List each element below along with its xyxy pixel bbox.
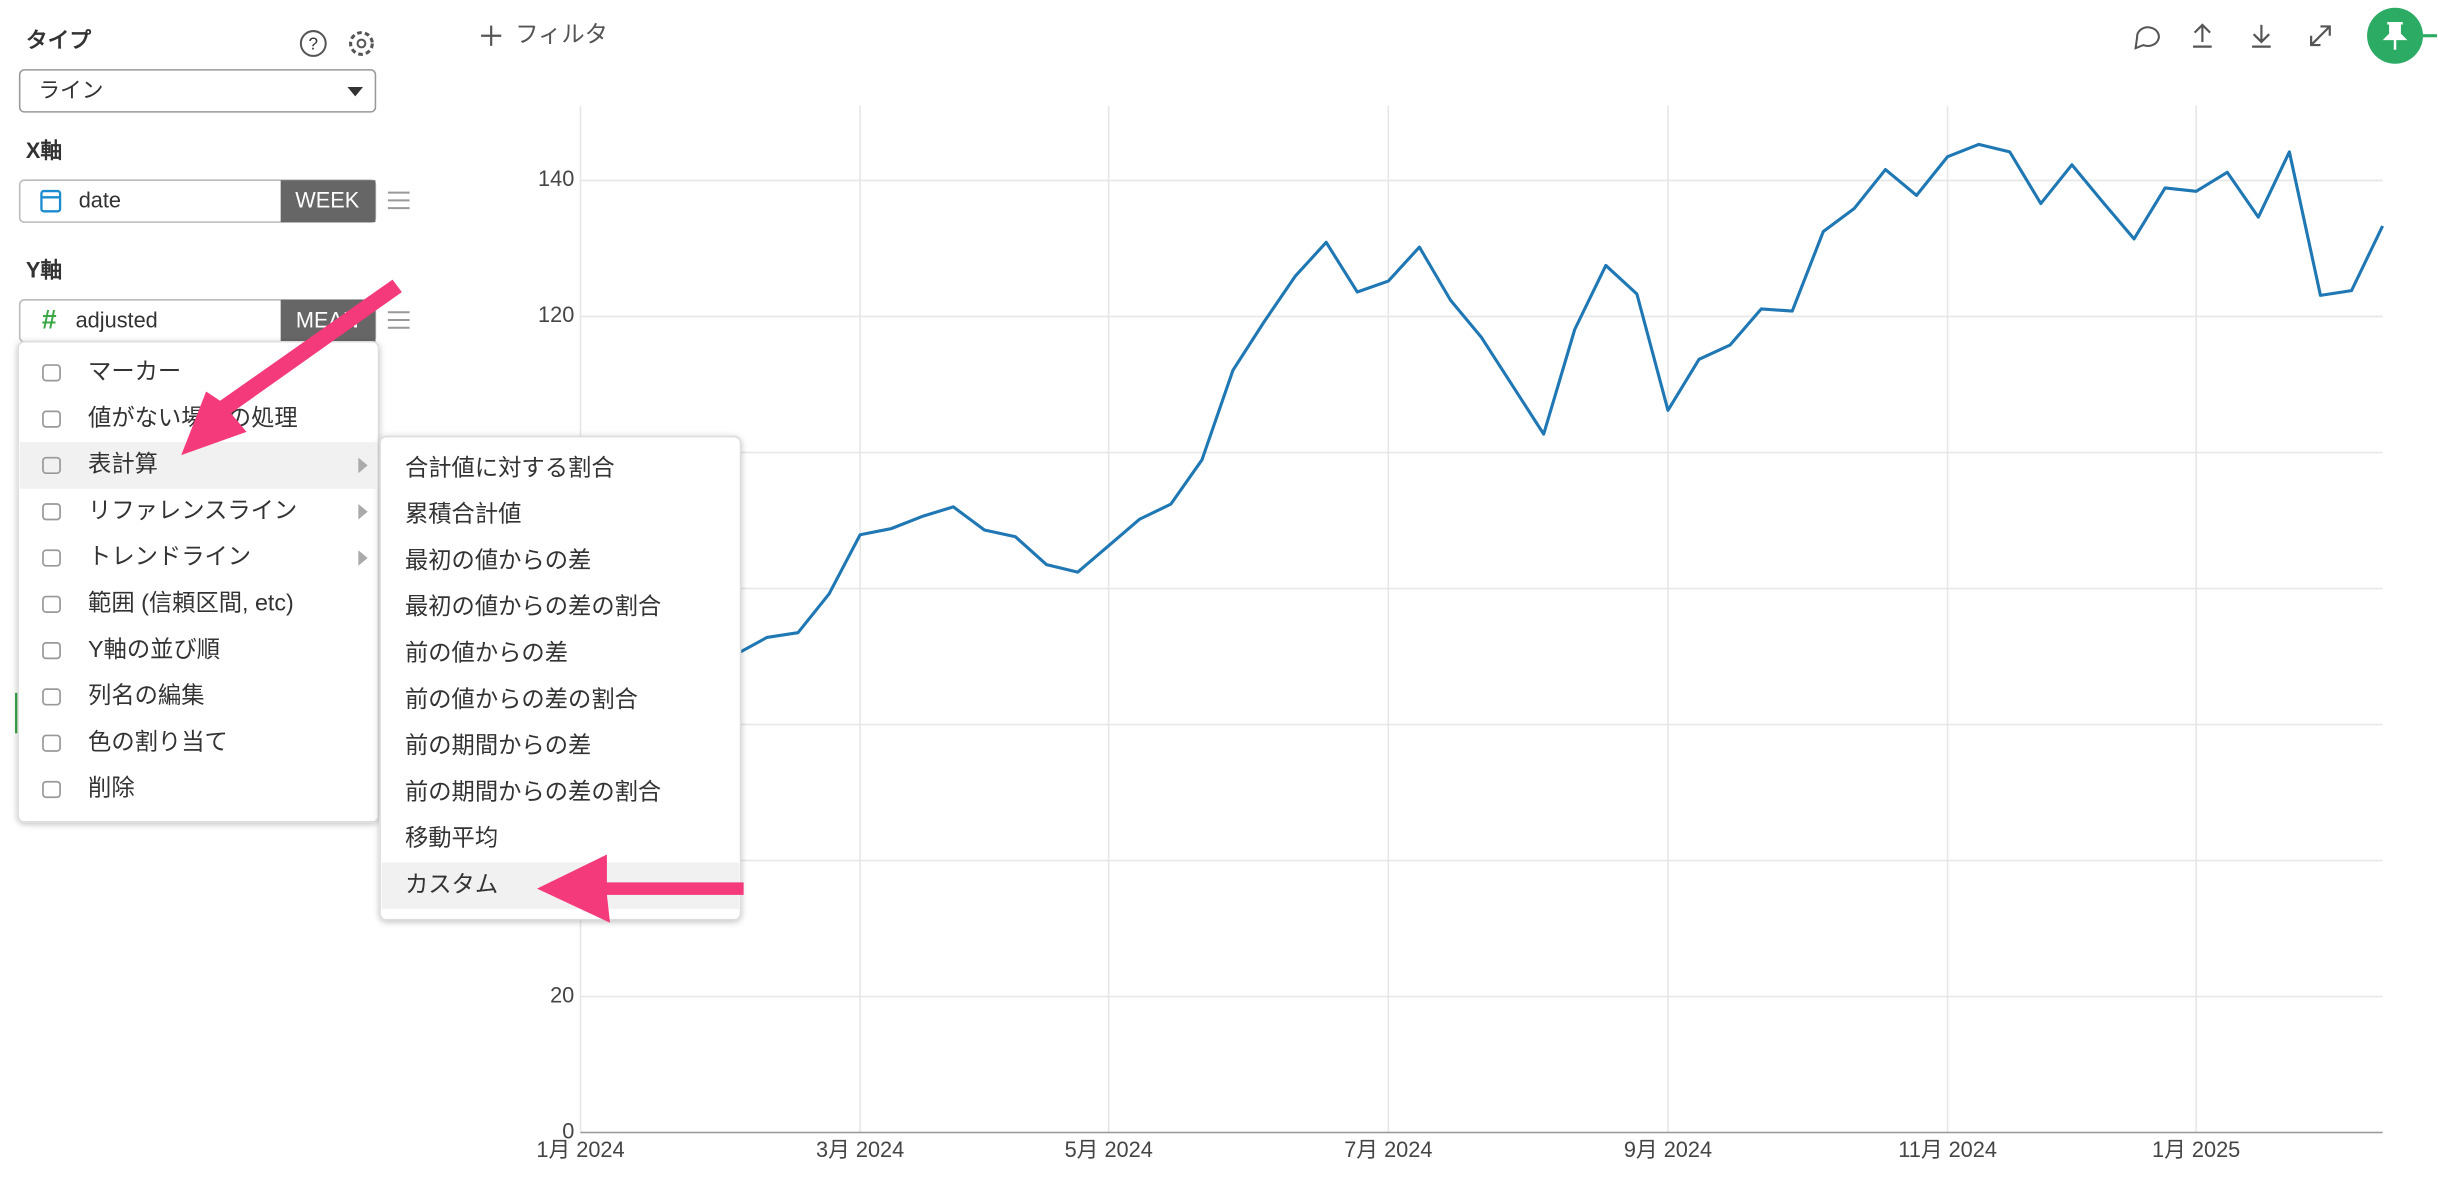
- menu-item[interactable]: 範囲 (信頼区間, etc): [88, 589, 294, 615]
- y-tick-label: 120: [538, 302, 574, 327]
- x-tick-label: 5月 2024: [1065, 1137, 1153, 1162]
- menu-icon: [42, 364, 61, 382]
- x-tick-label: 7月 2024: [1344, 1137, 1432, 1162]
- y-tick-label: 20: [550, 982, 574, 1007]
- submenu-item[interactable]: 最初の値からの差の割合: [405, 593, 661, 619]
- drag-handle[interactable]: [387, 311, 410, 329]
- download-icon[interactable]: [2252, 24, 2271, 48]
- calendar-icon: [40, 189, 62, 213]
- filter-button[interactable]: フィルタ: [515, 21, 608, 47]
- type-label: タイプ: [26, 28, 91, 53]
- menu-item[interactable]: トレンドライン: [88, 543, 251, 569]
- upload-icon[interactable]: [2193, 23, 2212, 48]
- x-agg: WEEK: [295, 188, 360, 213]
- x-tick-label: 9月 2024: [1624, 1137, 1712, 1162]
- submenu: [379, 435, 742, 921]
- plus-icon: [481, 25, 502, 46]
- submenu-item[interactable]: 累積合計値: [405, 501, 521, 527]
- submenu-item[interactable]: カスタム: [405, 871, 498, 897]
- menu-icon: [42, 456, 61, 475]
- pin-icon: [2382, 22, 2408, 50]
- sidebar: タイプ ? ライン X軸 date WEEK Y軸 # adjusted MEA…: [15, 7, 2437, 923]
- y-label: Y軸: [26, 258, 62, 283]
- x-tick-label: 11月 2024: [1898, 1137, 1997, 1162]
- submenu-item[interactable]: 前の値からの差: [405, 640, 568, 666]
- menu-item[interactable]: 削除: [88, 775, 135, 801]
- settings-icon-core: [356, 38, 367, 49]
- drag-handle[interactable]: [387, 191, 410, 210]
- x-field: date: [79, 188, 121, 213]
- type-select[interactable]: [18, 69, 377, 113]
- submenu-caret: [358, 503, 368, 520]
- submenu-item[interactable]: 前の期間からの差: [405, 732, 591, 758]
- menu-icon: [42, 503, 61, 521]
- menu-icon: [42, 734, 61, 752]
- x-tick-label: 1月 2025: [2152, 1137, 2240, 1162]
- y-tick-label: 140: [538, 166, 574, 191]
- submenu-caret: [358, 550, 368, 566]
- submenu-item[interactable]: 前の期間からの差の割合: [405, 778, 661, 804]
- menu-item[interactable]: Y軸の並び順: [88, 636, 220, 662]
- menu-icon: [42, 410, 61, 428]
- menu-item[interactable]: 表計算: [88, 451, 158, 477]
- submenu-item[interactable]: 最初の値からの差: [405, 547, 591, 573]
- comment-icon[interactable]: [2134, 26, 2160, 50]
- y-tick-label: 0: [562, 1118, 574, 1143]
- menu-icon: [42, 595, 61, 613]
- type-value: ライン: [38, 77, 103, 102]
- menu-icon: [42, 549, 61, 567]
- x-tick-label: 1月 2024: [536, 1137, 624, 1162]
- number-icon: #: [42, 305, 57, 335]
- menu-item[interactable]: マーカー: [88, 358, 181, 384]
- submenu-item[interactable]: 移動平均: [405, 825, 498, 851]
- submenu-item[interactable]: 合計値に対する割合: [405, 454, 615, 480]
- annotation-arrow: [537, 854, 744, 923]
- menu-highlight: [19, 442, 377, 489]
- menu-item[interactable]: 列名の編集: [88, 682, 204, 708]
- expand-icon[interactable]: [2310, 25, 2331, 47]
- y-field: adjusted: [76, 307, 158, 332]
- help-icon[interactable]: [299, 30, 327, 57]
- submenu-item[interactable]: 前の値からの差の割合: [405, 686, 638, 712]
- menu-item[interactable]: 色の割り当て: [88, 728, 228, 754]
- menu-item[interactable]: リファレンスライン: [88, 497, 297, 523]
- menu-icon: [42, 780, 61, 799]
- chart: 1月 2024 3月 2024 5月 2024 7月 2024 9月 2024 11月 2…: [536, 105, 2384, 1162]
- x-label: X軸: [26, 138, 62, 163]
- menu-icon: [42, 641, 61, 660]
- select-caret: [347, 86, 364, 97]
- menu-icon: [42, 688, 61, 706]
- submenu-caret: [358, 457, 368, 474]
- annotation-arrow: [181, 279, 402, 456]
- x-tick-label: 3月 2024: [816, 1137, 904, 1162]
- line-series: [579, 142, 2384, 699]
- x-agg-box[interactable]: [280, 180, 376, 223]
- settings-icon[interactable]: [349, 31, 374, 56]
- help-glyph: ?: [309, 35, 319, 54]
